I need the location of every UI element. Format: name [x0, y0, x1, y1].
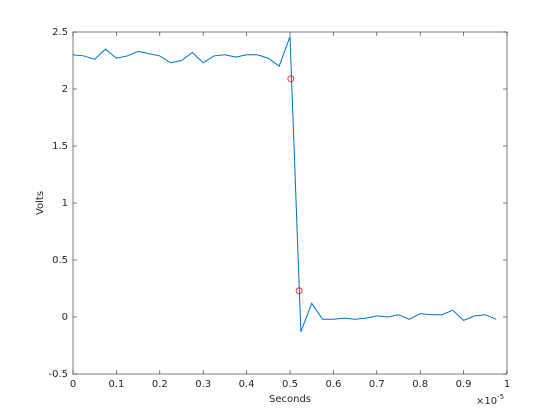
plot-area	[73, 32, 507, 374]
marker	[287, 75, 295, 83]
x-tick-label: 0.5	[282, 379, 298, 390]
y-tick-label: -0.5	[48, 369, 68, 380]
x-multiplier-base: ×10	[476, 396, 497, 407]
x-axis-label: Seconds	[269, 394, 311, 405]
y-tick-label: 1	[62, 198, 68, 209]
x-tick-label: 0.9	[456, 379, 472, 390]
x-tick-label: 0.1	[108, 379, 124, 390]
x-tick-label: 0.6	[325, 379, 341, 390]
y-axis-label: Volts	[35, 191, 46, 215]
marker	[295, 287, 303, 295]
data-line	[72, 36, 497, 332]
y-tick-label: 1.5	[52, 141, 68, 152]
x-tick-label: 0.4	[239, 379, 255, 390]
y-tick-label: 0.5	[52, 255, 68, 266]
y-tick-label: 2.5	[52, 27, 68, 38]
x-tick-label: 0.3	[195, 379, 211, 390]
x-tick-label: 1	[504, 379, 510, 390]
x-tick-label: 0.8	[412, 379, 428, 390]
x-tick-label: 0.2	[152, 379, 168, 390]
x-multiplier: ×10-5	[476, 393, 504, 407]
x-multiplier-exponent: -5	[497, 393, 504, 401]
y-tick-label: 0	[62, 312, 68, 323]
x-tick-label: 0.7	[369, 379, 385, 390]
axes-box	[72, 31, 508, 375]
y-tick-label: 2	[62, 84, 68, 95]
x-tick-label: 0	[70, 379, 76, 390]
